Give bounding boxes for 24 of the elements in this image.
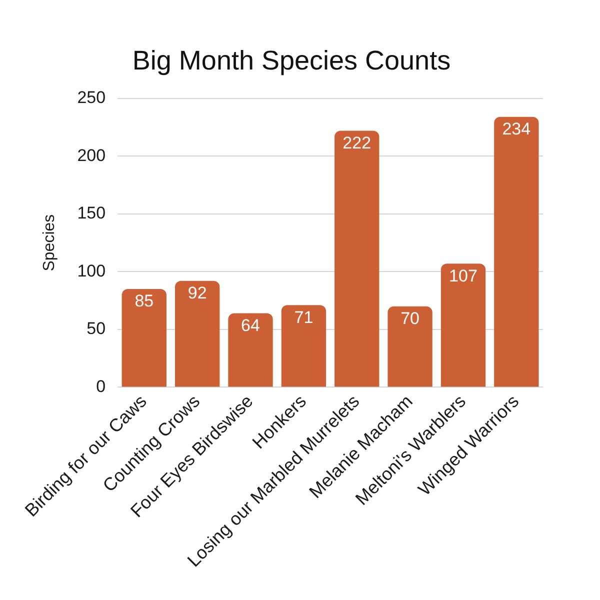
bar [228,313,273,387]
chart-title: Big Month Species Counts [132,46,451,76]
y-tick-label: 50 [86,319,106,338]
y-tick-label: 250 [77,88,106,108]
data-label: 92 [188,284,207,303]
data-label: 107 [449,266,478,286]
y-axis-title: Species [41,214,58,272]
bar [494,116,539,387]
bar [281,305,326,387]
data-label: 222 [342,133,372,152]
bar [122,289,166,387]
bar [175,280,220,387]
bar [388,306,432,387]
data-label: 234 [502,120,531,139]
y-tick-label: 200 [77,146,106,165]
y-tick-label: 0 [96,376,106,396]
data-label: 71 [294,308,314,327]
y-tick-label: 150 [77,204,106,223]
data-label: 64 [241,316,260,335]
y-tick-label: 100 [77,261,106,280]
bar [440,264,486,387]
data-label: 85 [134,292,154,311]
bar [334,130,380,387]
data-label: 70 [400,309,420,328]
